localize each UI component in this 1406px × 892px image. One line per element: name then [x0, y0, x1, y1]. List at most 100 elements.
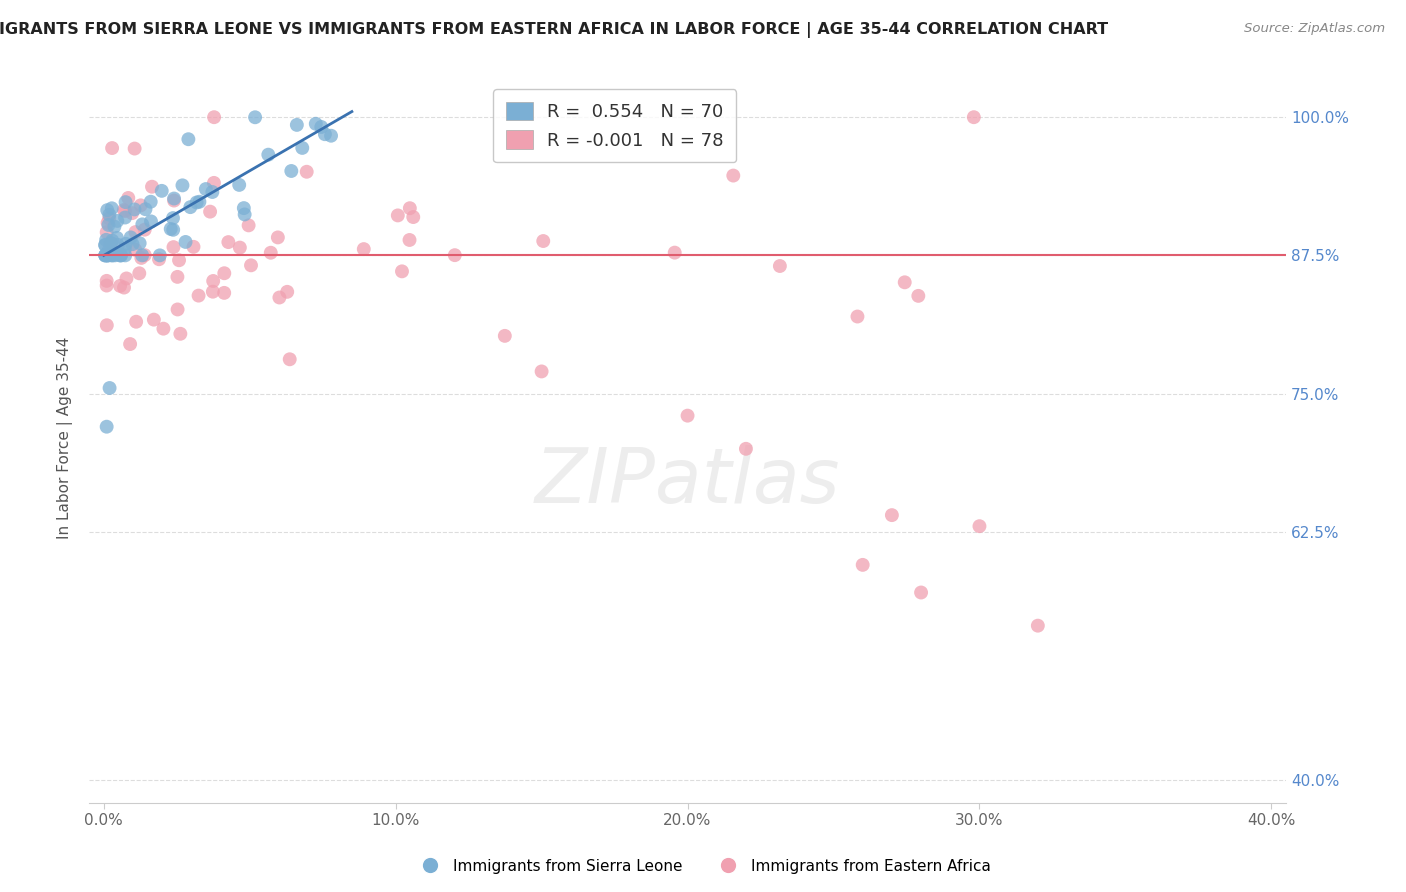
- Point: [104, 248, 127, 262]
- Point: [398, 201, 420, 215]
- Point: [101, 248, 124, 262]
- Point: [108, 279, 131, 293]
- Legend: R =  0.554   N = 70, R = -0.001   N = 78: R = 0.554 N = 70, R = -0.001 N = 78: [494, 89, 737, 162]
- Point: [120, 230, 142, 244]
- Point: [260, 245, 283, 260]
- Point: [910, 585, 932, 599]
- Point: [121, 237, 143, 252]
- Point: [278, 352, 301, 367]
- Point: [131, 251, 153, 265]
- Point: [100, 236, 122, 251]
- Point: [96, 318, 118, 333]
- Point: [174, 235, 197, 249]
- Point: [194, 182, 217, 196]
- Y-axis label: In Labor Force | Age 35-44: In Labor Force | Age 35-44: [58, 336, 73, 539]
- Point: [96, 203, 118, 218]
- Point: [664, 245, 686, 260]
- Point: [125, 315, 148, 329]
- Point: [163, 192, 186, 206]
- Point: [114, 243, 136, 257]
- Point: [228, 178, 250, 192]
- Point: [276, 285, 298, 299]
- Point: [162, 240, 184, 254]
- Point: [112, 280, 135, 294]
- Point: [676, 409, 699, 423]
- Point: [295, 165, 318, 179]
- Point: [128, 236, 150, 251]
- Point: [114, 195, 136, 210]
- Point: [96, 278, 118, 293]
- Point: [162, 211, 184, 226]
- Point: [398, 233, 420, 247]
- Point: [907, 289, 929, 303]
- Point: [128, 266, 150, 280]
- Point: [105, 231, 128, 245]
- Point: [494, 329, 516, 343]
- Point: [139, 214, 162, 228]
- Point: [280, 164, 302, 178]
- Point: [149, 248, 172, 262]
- Point: [115, 236, 138, 251]
- Point: [243, 110, 266, 124]
- Point: [98, 381, 121, 395]
- Point: [134, 248, 156, 262]
- Point: [97, 243, 120, 257]
- Point: [120, 337, 142, 351]
- Point: [96, 225, 118, 239]
- Point: [443, 248, 465, 262]
- Point: [179, 200, 201, 214]
- Point: [124, 243, 146, 257]
- Text: IMMIGRANTS FROM SIERRA LEONE VS IMMIGRANTS FROM EASTERN AFRICA IN LABOR FORCE | : IMMIGRANTS FROM SIERRA LEONE VS IMMIGRAN…: [0, 22, 1108, 38]
- Point: [101, 234, 124, 248]
- Point: [114, 211, 136, 225]
- Legend: Immigrants from Sierra Leone, Immigrants from Eastern Africa: Immigrants from Sierra Leone, Immigrants…: [409, 853, 997, 880]
- Point: [163, 194, 186, 208]
- Point: [100, 236, 122, 251]
- Point: [110, 248, 132, 262]
- Point: [94, 248, 117, 262]
- Point: [305, 117, 328, 131]
- Point: [114, 204, 136, 219]
- Point: [735, 442, 758, 456]
- Point: [131, 248, 153, 262]
- Point: [217, 235, 239, 249]
- Point: [311, 120, 333, 134]
- Point: [98, 211, 121, 226]
- Point: [96, 274, 118, 288]
- Point: [131, 218, 153, 232]
- Point: [314, 127, 336, 141]
- Point: [852, 558, 875, 572]
- Point: [1026, 618, 1049, 632]
- Point: [291, 141, 314, 155]
- Point: [97, 248, 120, 262]
- Point: [402, 210, 425, 224]
- Point: [108, 248, 131, 262]
- Point: [124, 225, 146, 239]
- Point: [134, 222, 156, 236]
- Point: [723, 169, 745, 183]
- Point: [285, 118, 308, 132]
- Point: [141, 179, 163, 194]
- Point: [202, 176, 225, 190]
- Point: [177, 132, 200, 146]
- Point: [202, 274, 225, 288]
- Point: [531, 234, 554, 248]
- Text: ZIPatlas: ZIPatlas: [534, 444, 841, 518]
- Point: [257, 147, 280, 161]
- Point: [353, 242, 375, 256]
- Point: [198, 204, 221, 219]
- Point: [96, 248, 118, 262]
- Point: [97, 248, 120, 262]
- Point: [124, 202, 146, 217]
- Point: [202, 110, 225, 124]
- Point: [880, 508, 903, 522]
- Point: [142, 312, 165, 326]
- Point: [103, 219, 125, 234]
- Point: [94, 248, 117, 262]
- Point: [97, 248, 120, 262]
- Point: [97, 216, 120, 230]
- Point: [121, 206, 143, 220]
- Point: [98, 208, 121, 222]
- Point: [387, 208, 409, 222]
- Point: [240, 258, 263, 272]
